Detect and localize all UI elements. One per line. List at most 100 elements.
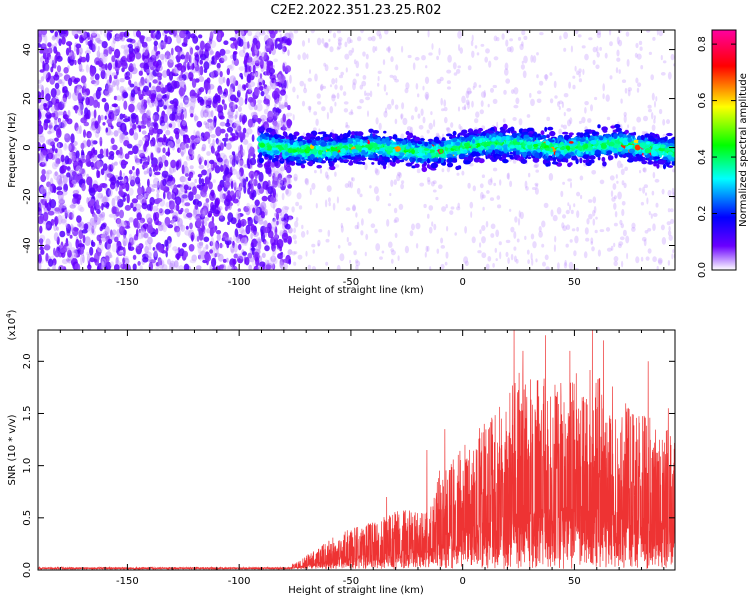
heatmap-cell [91, 239, 94, 247]
heatmap-cell [111, 229, 117, 236]
heatmap-cell [122, 196, 126, 202]
heatmap-cell [345, 122, 349, 128]
heatmap-cell [385, 107, 388, 114]
chart-title: C2E2.2022.351.23.25.R02 [270, 3, 441, 18]
heatmap-cell [183, 161, 188, 168]
heatmap-cell [201, 223, 205, 233]
heatmap-cell [485, 48, 490, 54]
heatmap-cell [355, 260, 361, 267]
heatmap-cell [66, 172, 71, 178]
heatmap-cell [640, 65, 644, 70]
heatmap-cell [46, 181, 52, 188]
heatmap-cell [72, 145, 76, 150]
heatmap-cell [235, 123, 242, 133]
heatmap-cell [140, 99, 144, 106]
heatmap-cell [334, 171, 337, 177]
heatmap-cell [64, 133, 71, 143]
heatmap-cell [418, 125, 424, 130]
heatmap-cell [68, 212, 74, 220]
heatmap-cell [652, 171, 656, 179]
heatmap-cell [650, 213, 653, 219]
heatmap-cell [395, 64, 399, 71]
heatmap-cell [602, 161, 607, 167]
heatmap-cell [211, 56, 215, 62]
heatmap-cell [53, 110, 59, 121]
heatmap-cell [568, 81, 571, 89]
heatmap-cell [199, 213, 205, 220]
heatmap-cell [402, 117, 408, 126]
heatmap-cell [464, 160, 471, 165]
heatmap-cell [237, 106, 242, 112]
heatmap-cell [278, 30, 282, 33]
heatmap-cell [166, 50, 170, 58]
heatmap-cell [128, 103, 135, 113]
heatmap-cell [197, 244, 202, 254]
heatmap-cell [557, 101, 560, 107]
heatmap-cell [347, 241, 352, 246]
heatmap-cell [157, 180, 160, 191]
heatmap-cell [536, 98, 542, 104]
heatmap-cell [81, 168, 86, 177]
heatmap-cell [164, 34, 168, 45]
heatmap-cell [680, 159, 686, 164]
heatmap-cell [46, 52, 51, 61]
heatmap-cell [186, 212, 193, 218]
heatmap-cell [205, 104, 212, 109]
heatmap-cell [128, 169, 133, 175]
heatmap-cell [38, 206, 41, 212]
heatmap-cell [681, 146, 687, 150]
heatmap-cell [307, 37, 310, 44]
heatmap-cell [59, 230, 66, 238]
heatmap-cell [155, 181, 160, 189]
heatmap-cell [275, 212, 280, 221]
heatmap-cell [54, 54, 58, 64]
heatmap-cell [240, 218, 247, 227]
heatmap-cell [136, 102, 142, 111]
heatmap-cell [278, 95, 282, 102]
heatmap-cell [398, 172, 402, 179]
heatmap-cell [237, 214, 241, 221]
heatmap-cell [233, 120, 241, 127]
heatmap-cell [108, 155, 112, 160]
heatmap-cell [174, 216, 178, 220]
heatmap-cell [623, 115, 627, 123]
heatmap-cell [188, 173, 194, 179]
heatmap-cell [387, 161, 390, 169]
heatmap-cell [594, 96, 598, 101]
heatmap-cell [578, 68, 582, 73]
heatmap-cell [116, 240, 122, 251]
heatmap-cell [647, 248, 652, 254]
heatmap-cell [115, 149, 121, 156]
heatmap-cell [327, 229, 331, 237]
heatmap-cell [204, 159, 208, 166]
heatmap-cell [625, 31, 630, 37]
heatmap-cell [337, 39, 342, 46]
heatmap-cell [272, 120, 278, 126]
heatmap-cell [359, 99, 364, 104]
heatmap-cell [666, 221, 671, 226]
heatmap-cell [124, 225, 131, 229]
heatmap-cell [617, 191, 622, 200]
heatmap-cell [217, 253, 224, 262]
heatmap-cell [595, 216, 598, 220]
heatmap-cell [104, 173, 108, 181]
heatmap-cell [365, 53, 369, 60]
heatmap-cell [201, 194, 208, 198]
heatmap-cell [336, 264, 341, 270]
heatmap-cell [250, 183, 254, 193]
heatmap-cell [263, 226, 270, 234]
heatmap-cell [539, 31, 544, 36]
heatmap-cell [466, 87, 472, 95]
heatmap-cell [138, 230, 143, 240]
heatmap-cell [247, 44, 251, 49]
heatmap-cell [125, 182, 130, 192]
heatmap-cell [561, 222, 565, 229]
heatmap-cell [244, 207, 250, 212]
heatmap-cell [563, 112, 566, 117]
heatmap-cell [261, 232, 265, 243]
heatmap-cell [138, 80, 146, 87]
heatmap-cell [638, 40, 643, 46]
heatmap-cell [651, 112, 654, 120]
heatmap-cell [593, 206, 597, 214]
heatmap-cell [588, 199, 593, 203]
